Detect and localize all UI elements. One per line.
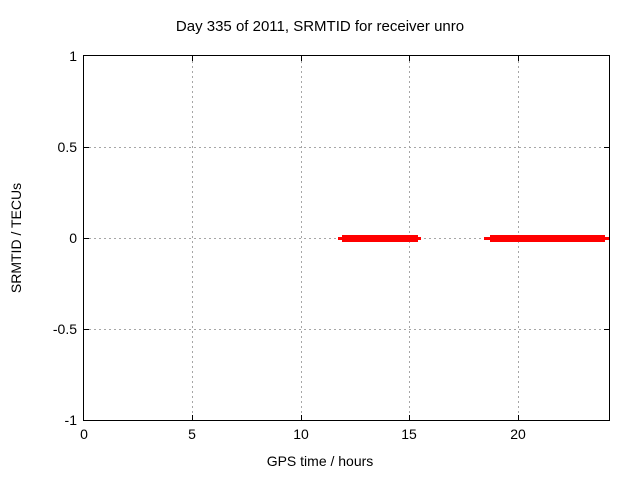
x-tick-label: 5 [188, 426, 196, 442]
series-segment-bar [342, 235, 418, 242]
y-tick-mark-left [84, 238, 89, 239]
y-tick-mark-right [604, 147, 609, 148]
plot-area [83, 55, 610, 421]
x-tick-label: 20 [510, 426, 526, 442]
y-gridline [84, 329, 609, 330]
x-tick-mark-top [518, 56, 519, 61]
y-tick-mark-left [84, 329, 89, 330]
x-tick-label: 15 [401, 426, 417, 442]
x-tick-mark-bottom [301, 415, 302, 420]
y-tick-label: -1 [64, 412, 77, 428]
x-tick-label: 10 [293, 426, 309, 442]
x-tick-label: 0 [80, 426, 88, 442]
chart-title: Day 335 of 2011, SRMTID for receiver unr… [175, 18, 465, 35]
y-tick-mark-right [604, 329, 609, 330]
x-tick-mark-top [192, 56, 193, 61]
x-axis-label: GPS time / hours [266, 453, 374, 469]
y-tick-label: 0 [69, 230, 77, 246]
series-segment-bar [490, 235, 605, 242]
y-tick-label: 0.5 [57, 139, 77, 155]
x-tick-mark-bottom [518, 415, 519, 420]
x-tick-mark-bottom [409, 415, 410, 420]
x-tick-mark-bottom [192, 415, 193, 420]
x-tick-mark-top [301, 56, 302, 61]
x-tick-mark-top [409, 56, 410, 61]
y-tick-mark-left [84, 147, 89, 148]
y-gridline [84, 147, 609, 148]
y-tick-label: 1 [69, 48, 77, 64]
y-tick-label: -0.5 [52, 321, 77, 337]
